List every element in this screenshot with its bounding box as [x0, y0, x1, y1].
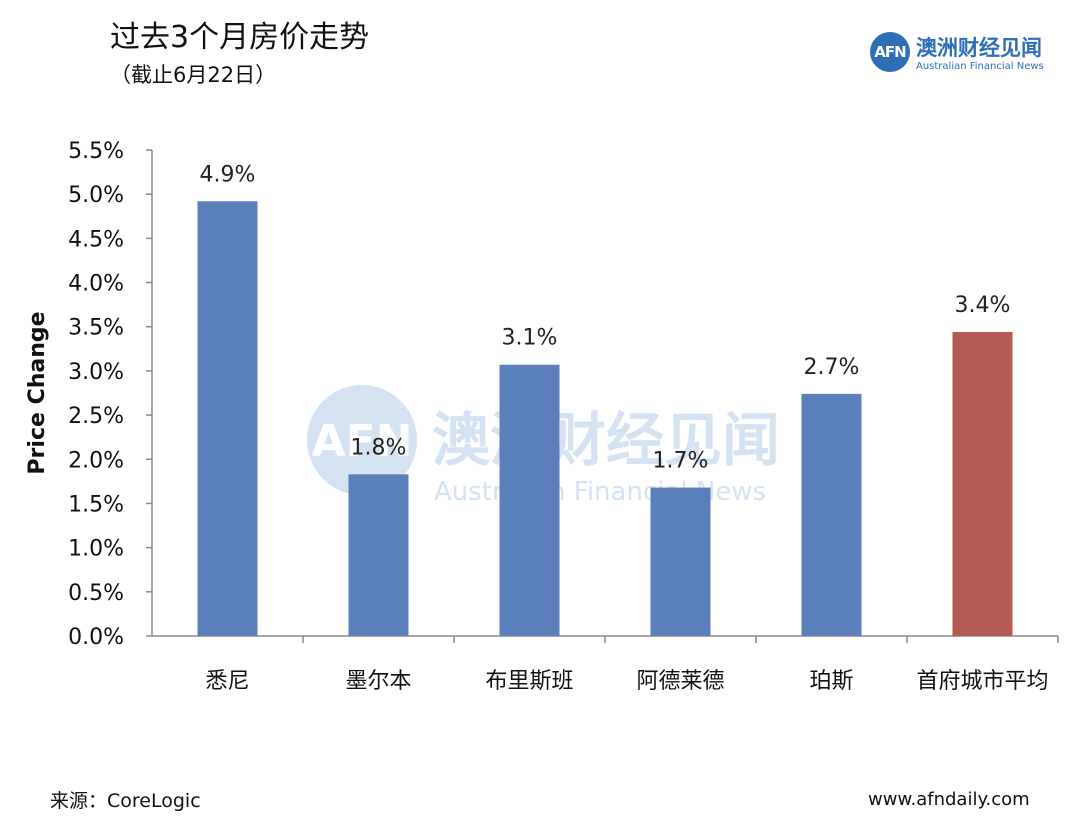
chart-labels: 4.9% 悉尼 1.8% 墨尔本 3.1% 布里斯班 1.7% 阿德莱德 2.7% 珀斯 3.4% 首…: [200, 162, 1049, 694]
y-tick-label: 4.5%: [68, 227, 124, 252]
data-label: 2.7%: [804, 355, 860, 380]
category-label: 悉尼: [205, 669, 249, 694]
bar: [348, 474, 409, 636]
category-label: 布里斯班: [485, 669, 573, 694]
watermark-circle-icon: [307, 385, 417, 495]
y-tick-label: 2.0%: [68, 448, 124, 473]
data-label: 1.7%: [653, 449, 709, 474]
watermark-name-en: Australian Financial News: [434, 477, 766, 507]
watermark-name-cn: 澳洲财经见闻: [432, 406, 780, 474]
data-label: 3.4%: [955, 293, 1011, 318]
chart-subtitle: （截止6月22日）: [110, 63, 277, 87]
logo-name-cn: 澳洲财经见闻: [916, 36, 1042, 60]
y-tick-label: 5.5%: [68, 139, 124, 164]
y-tick-label: 5.0%: [68, 183, 124, 208]
bar: [952, 332, 1013, 636]
y-axis-title: Price Change: [25, 311, 50, 474]
data-label: 4.9%: [200, 162, 256, 187]
category-label: 阿德莱德: [636, 669, 724, 694]
source-note: 来源：CoreLogic: [50, 790, 201, 812]
chart-axes: 0.0% 0.5% 1.0% 1.5% 2.0% 2.5% 3.0% 3.5% 4.0% 4.5%…: [25, 139, 1059, 650]
watermark-mark: AFN: [312, 416, 413, 467]
bar: [499, 364, 560, 636]
y-tick-label: 3.0%: [68, 360, 124, 385]
logo-name-en: Australian Financial News: [916, 61, 1044, 72]
category-label: 墨尔本: [345, 669, 411, 694]
bar: [197, 201, 258, 636]
y-tick-label: 4.0%: [68, 272, 124, 297]
y-tick-label: 2.5%: [68, 404, 124, 429]
data-label: 1.8%: [351, 435, 407, 460]
y-tick-label: 3.5%: [68, 316, 124, 341]
category-label: 首府城市平均: [916, 669, 1048, 694]
y-tick-label: 0.5%: [68, 581, 124, 606]
bar: [801, 393, 862, 636]
chart-title: 过去3个月房价走势: [110, 20, 370, 55]
data-label: 3.1%: [502, 326, 558, 351]
afn-logo: AFN 澳洲财经见闻 Australian Financial News: [870, 30, 1060, 80]
watermark: AFN 澳洲财经见闻 Australian Financial News: [307, 385, 780, 507]
afn-logo-icon: AFN: [870, 32, 910, 72]
category-label: 珀斯: [809, 669, 853, 694]
y-tick-label: 1.0%: [68, 537, 124, 562]
y-tick-label: 0.0%: [68, 625, 124, 650]
chart-bars: [197, 201, 1013, 636]
y-tick-label: 1.5%: [68, 492, 124, 517]
bar: [650, 487, 711, 636]
website-url[interactable]: www.afndaily.com: [868, 789, 1030, 810]
